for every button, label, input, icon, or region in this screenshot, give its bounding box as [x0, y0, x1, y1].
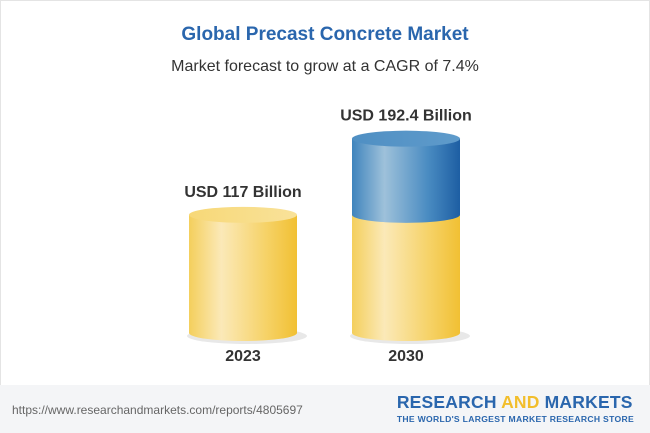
bar-growth-2030: [352, 138, 460, 223]
chart-title: Global Precast Concrete Market: [181, 24, 469, 45]
bar-base-2030: [352, 214, 460, 341]
x-tick-2023: 2023: [225, 348, 261, 365]
chart-subtitle: Market forecast to grow at a CAGR of 7.4…: [171, 58, 479, 75]
source-url[interactable]: https://www.researchandmarkets.com/repor…: [12, 403, 303, 417]
bar-top-2030: [352, 130, 460, 147]
research-and-markets-logo[interactable]: RESEARCH AND MARKETS THE WORLD'S LARGEST…: [397, 392, 634, 424]
data-label-2023: USD 117 Billion: [184, 184, 301, 201]
data-label-2030: USD 192.4 Billion: [340, 108, 472, 125]
logo-tagline: THE WORLD'S LARGEST MARKET RESEARCH STOR…: [396, 414, 634, 424]
x-tick-2030: 2030: [388, 348, 424, 365]
bar-base-2023: [189, 214, 297, 341]
logo-and: AND: [501, 392, 540, 412]
footer-bar: [0, 385, 650, 433]
bar-top-2023: [189, 206, 297, 223]
logo-markets: MARKETS: [539, 392, 633, 412]
logo-research: RESEARCH: [396, 392, 502, 412]
cylinder-chart: USD 117 Billion 2023 USD 192.4 Billion 2030: [184, 108, 472, 365]
